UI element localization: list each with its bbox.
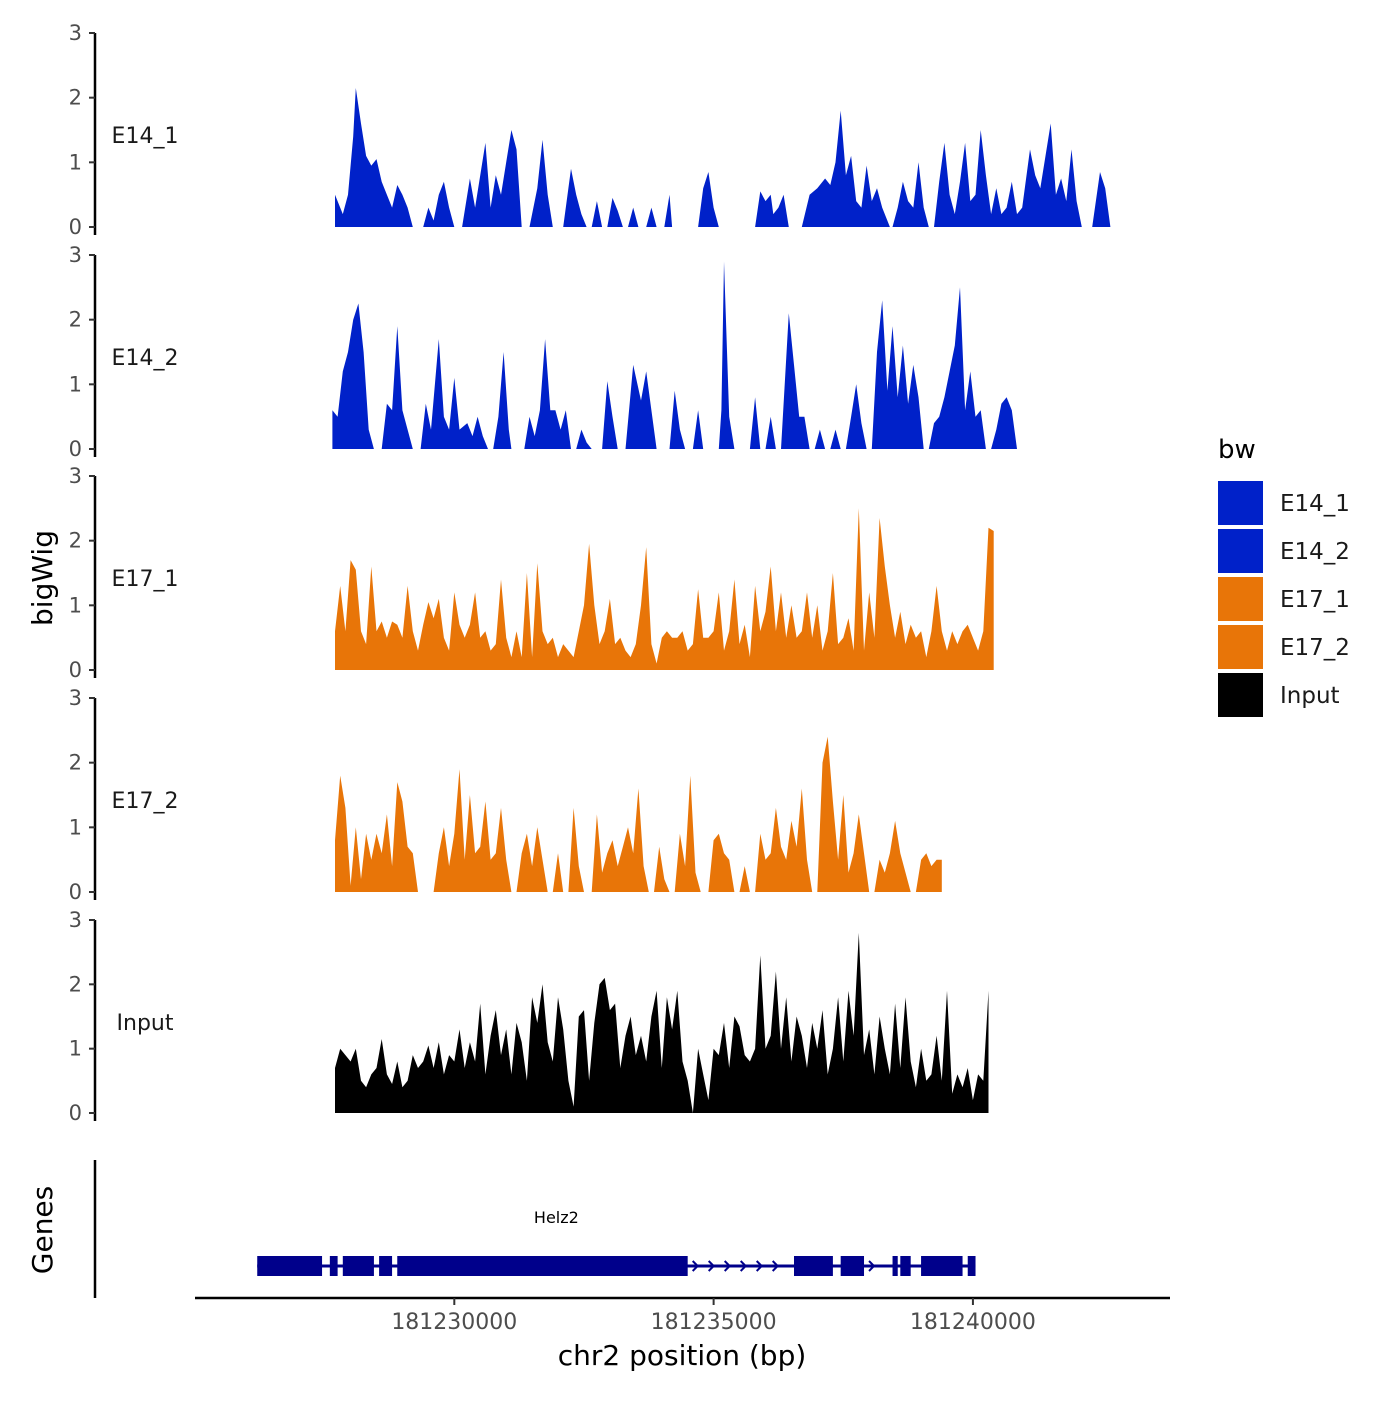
y-tick-label: 0 <box>69 658 82 682</box>
legend: bw E14_1 E14_2 E17_1 E17_2 Input <box>1218 435 1350 717</box>
x-axis: 181230000 181235000 181240000 <box>195 1296 1170 1335</box>
y-tick-label: 2 <box>69 308 82 332</box>
y-tick-label: 0 <box>69 880 82 904</box>
track-label: E17_2 <box>112 789 179 814</box>
genes-track: Helz2 <box>93 1160 976 1298</box>
track-label: E17_1 <box>112 567 179 592</box>
gene-exon <box>840 1256 865 1276</box>
legend-label: E14_1 <box>1280 491 1350 517</box>
legend-item-e14-2: E14_2 <box>1218 529 1350 573</box>
y-tick-label: 0 <box>69 437 82 461</box>
y-tick-label: 1 <box>69 593 82 617</box>
legend-title: bw <box>1218 435 1256 465</box>
y-tick-label: 3 <box>69 908 82 932</box>
y-tick-label: 0 <box>69 215 82 239</box>
legend-label: E14_2 <box>1280 539 1350 565</box>
y-tick-label: 1 <box>69 150 82 174</box>
coverage-area <box>335 736 942 892</box>
gene-exon <box>892 1256 898 1276</box>
coverage-area <box>335 88 1111 227</box>
strand-arrow <box>691 1260 700 1272</box>
track-label: E14_1 <box>112 124 179 149</box>
legend-swatch <box>1218 625 1263 669</box>
gene-exon <box>921 1256 963 1276</box>
x-tick-label: 181230000 <box>391 1310 517 1335</box>
strand-arrow <box>868 1260 876 1272</box>
track-e17-1: 0 1 2 3 E17_1 <box>69 464 994 682</box>
legend-item-input: Input <box>1218 673 1340 717</box>
y-tick-label: 1 <box>69 815 82 839</box>
coverage-area <box>335 932 989 1113</box>
track-e17-2: 0 1 2 3 E17_2 <box>69 686 942 904</box>
y-tick-label: 2 <box>69 751 82 775</box>
legend-swatch <box>1218 577 1263 621</box>
track-label: E14_2 <box>112 346 179 371</box>
gene-helz2: Helz2 <box>257 1208 976 1276</box>
x-tick-label: 181235000 <box>651 1310 777 1335</box>
strand-arrow <box>723 1260 732 1272</box>
strand-arrow <box>739 1260 748 1272</box>
legend-item-e14-1: E14_1 <box>1218 481 1350 525</box>
coverage-area <box>335 508 994 670</box>
gene-exon <box>329 1256 338 1276</box>
x-axis-title: chr2 position (bp) <box>558 1339 807 1372</box>
strand-arrow <box>755 1260 764 1272</box>
y-tick-label: 3 <box>69 686 82 710</box>
gene-label: Helz2 <box>534 1208 579 1227</box>
track-input: 0 1 2 3 Input <box>69 908 989 1125</box>
strand-arrow <box>771 1260 780 1272</box>
strand-arrow <box>707 1260 716 1272</box>
legend-item-e17-2: E17_2 <box>1218 625 1350 669</box>
legend-swatch <box>1218 673 1263 717</box>
legend-item-e17-1: E17_1 <box>1218 577 1350 621</box>
legend-swatch <box>1218 529 1263 573</box>
gene-exon <box>397 1256 688 1276</box>
gene-exon <box>967 1256 976 1276</box>
y-tick-label: 3 <box>69 464 82 488</box>
y-tick-label: 1 <box>69 372 82 396</box>
tracks: 0 1 2 3 E14_1 0 1 2 3 E14_2 0 1 2 3 E17_1 0 1 2 3 E17_2 0 1 2 3… <box>69 21 1111 1125</box>
gene-exon <box>379 1256 393 1276</box>
gene-exon <box>342 1256 374 1276</box>
legend-swatch <box>1218 481 1263 525</box>
y-tick-label: 3 <box>69 21 82 45</box>
track-e14-1: 0 1 2 3 E14_1 <box>69 21 1111 239</box>
y-axis-title: bigWig <box>26 530 59 626</box>
coverage-area <box>332 261 1017 449</box>
track-label: Input <box>117 1011 174 1036</box>
gene-exon <box>794 1256 833 1276</box>
y-tick-label: 2 <box>69 86 82 110</box>
x-tick-label: 181240000 <box>910 1310 1036 1335</box>
legend-label: E17_1 <box>1280 587 1350 613</box>
track-e14-2: 0 1 2 3 E14_2 <box>69 243 1017 461</box>
legend-label: E17_2 <box>1280 635 1350 661</box>
gene-exon <box>257 1256 323 1276</box>
y-tick-label: 2 <box>69 529 82 553</box>
y-tick-label: 3 <box>69 243 82 267</box>
y-tick-label: 2 <box>69 972 82 996</box>
y-tick-label: 1 <box>69 1037 82 1061</box>
genes-axis-title: Genes <box>26 1186 59 1274</box>
legend-label: Input <box>1280 683 1340 709</box>
y-tick-label: 0 <box>69 1101 82 1125</box>
gene-exon <box>900 1256 911 1276</box>
